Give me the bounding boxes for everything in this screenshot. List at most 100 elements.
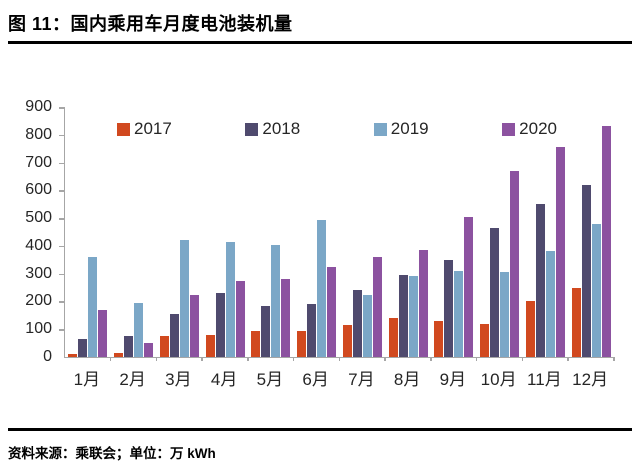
bar-2019-9月: [454, 270, 464, 357]
bar-2019-4月: [225, 241, 235, 357]
bar-2020-3月: [189, 294, 199, 357]
bar-2018-10月: [490, 227, 500, 357]
bar-group-3月: [157, 107, 203, 357]
bar-2018-8月: [398, 275, 408, 357]
y-tick-label: 400: [25, 236, 52, 254]
y-tick-label: 700: [25, 153, 52, 171]
bar-group-1月: [65, 107, 111, 357]
bar-2019-8月: [408, 276, 418, 357]
bar-2017-5月: [251, 330, 261, 357]
source-note: 资料来源：乘联会；单位：万 kWh: [8, 446, 216, 461]
bar-group-2月: [111, 107, 157, 357]
bar-2017-4月: [205, 334, 215, 357]
bar-group-6月: [294, 107, 340, 357]
bar-2020-10月: [510, 170, 520, 357]
bar-2020-1月: [98, 309, 108, 357]
bar-group-5月: [248, 107, 294, 357]
legend-swatch-2018: [245, 122, 259, 136]
legend-swatch-2020: [502, 122, 516, 136]
x-tick-mark: [613, 357, 615, 361]
bar-2020-2月: [144, 343, 154, 357]
x-tick-label: 1月: [73, 370, 101, 389]
bar-2020-9月: [464, 216, 474, 357]
bar-group-9月: [431, 107, 477, 357]
bar-2018-5月: [261, 305, 271, 357]
bar-2017-6月: [297, 330, 307, 357]
x-axis-labels: 1月 2月 3月 4月 5月 6月 7月 8月 9月 10月 11月 12月: [64, 365, 613, 390]
x-tick-label: 2月: [119, 370, 146, 389]
y-tick-mark: [59, 273, 64, 276]
bar-2018-4月: [215, 293, 225, 357]
bar-2018-9月: [444, 259, 454, 357]
x-tick-label: 6月: [302, 370, 329, 389]
x-tick-mark: [338, 357, 340, 361]
bar-2020-8月: [418, 250, 428, 357]
y-tick-label: 900: [25, 98, 52, 115]
bar-2018-1月: [78, 338, 88, 357]
bar-group-7月: [340, 107, 386, 357]
legend-item-2017: 2017: [117, 119, 172, 139]
figure-title: 图 11：国内乘用车月度电池装机量: [8, 14, 293, 34]
bar-2017-8月: [388, 318, 398, 357]
bar-2019-3月: [179, 240, 189, 357]
legend-item-2018: 2018: [245, 119, 300, 139]
y-axis-labels: 0 100 200 300 400 500 600 700 800 900: [0, 95, 58, 365]
bar-group-10月: [477, 107, 523, 357]
bar-2019-10月: [500, 272, 510, 357]
bar-2020-11月: [555, 147, 565, 357]
x-tick-label: 10月: [480, 370, 517, 389]
y-tick-label: 800: [25, 125, 52, 143]
bar-2019-11月: [545, 251, 555, 357]
x-tick-mark: [475, 357, 478, 361]
y-tick-label: 300: [25, 264, 52, 282]
bar-2019-1月: [88, 257, 98, 357]
bar-groups: [65, 107, 614, 357]
y-tick-mark: [59, 107, 64, 109]
y-tick-mark: [59, 162, 64, 165]
bar-2020-12月: [601, 126, 611, 357]
bar-2018-11月: [535, 204, 545, 357]
bar-2019-5月: [271, 244, 281, 357]
legend-swatch-2017: [117, 122, 130, 136]
bar-group-8月: [385, 107, 431, 357]
y-tick-label: 500: [25, 209, 52, 227]
y-tick-label: 600: [25, 181, 52, 199]
bar-2019-7月: [362, 294, 372, 357]
bar-2018-6月: [307, 304, 317, 357]
y-tick-mark: [59, 134, 64, 137]
x-tick-label: 7月: [348, 370, 375, 389]
legend: 2017 2018 2019 2020: [117, 119, 557, 139]
x-tick-mark: [201, 357, 203, 361]
y-tick-mark: [59, 301, 64, 303]
bar-2018-7月: [352, 290, 362, 357]
x-tick-mark: [567, 357, 569, 361]
x-tick-label: 8月: [393, 370, 421, 389]
footer-divider: [8, 428, 632, 431]
bar-2018-3月: [169, 313, 179, 357]
bar-group-11月: [523, 107, 569, 357]
x-tick-label: 9月: [439, 370, 467, 389]
x-tick-mark: [384, 357, 386, 361]
x-tick-mark: [109, 357, 112, 361]
x-tick-label: 4月: [210, 370, 238, 389]
legend-swatch-2019: [373, 122, 387, 136]
y-tick-mark: [59, 218, 64, 220]
y-tick-label: 0: [43, 348, 52, 365]
legend-item-2020: 2020: [502, 119, 557, 139]
bar-2017-7月: [342, 325, 352, 357]
bar-2020-6月: [327, 266, 337, 357]
y-tick-label: 200: [25, 292, 52, 310]
bar-2019-6月: [317, 219, 327, 357]
bar-2019-2月: [134, 302, 144, 357]
x-tick-label: 3月: [165, 370, 192, 389]
x-tick-mark: [247, 357, 249, 361]
bar-2017-11月: [525, 301, 535, 357]
bar-2017-10月: [480, 323, 490, 357]
bar-group-12月: [568, 107, 614, 357]
title-divider: [8, 41, 632, 44]
bar-2017-3月: [159, 336, 169, 357]
plot-area: 2017 2018 2019 2020: [59, 107, 615, 361]
bar-2020-7月: [372, 257, 382, 357]
legend-label: 2018: [262, 119, 301, 138]
